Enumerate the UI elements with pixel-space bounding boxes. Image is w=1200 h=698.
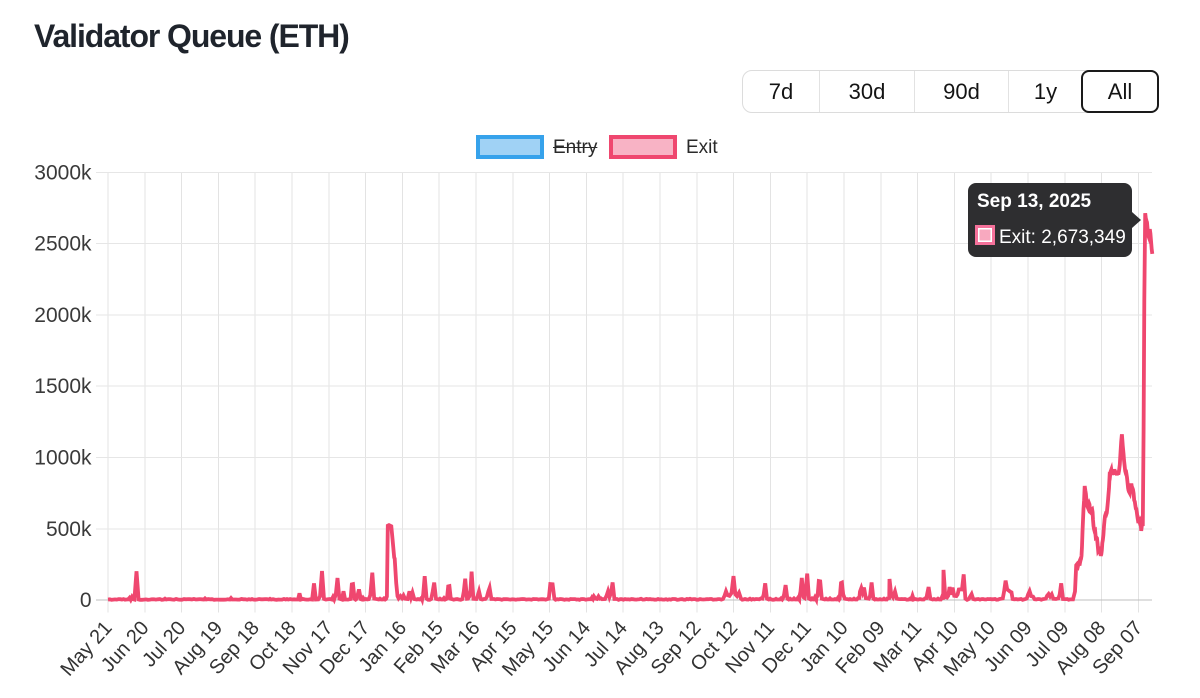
svg-text:500k: 500k xyxy=(46,518,92,541)
svg-text:1000k: 1000k xyxy=(34,447,92,470)
svg-text:2000k: 2000k xyxy=(34,304,92,327)
svg-text:3000k: 3000k xyxy=(34,161,92,184)
svg-text:1500k: 1500k xyxy=(34,375,92,398)
svg-text:0: 0 xyxy=(80,589,92,612)
svg-text:2500k: 2500k xyxy=(34,233,92,256)
